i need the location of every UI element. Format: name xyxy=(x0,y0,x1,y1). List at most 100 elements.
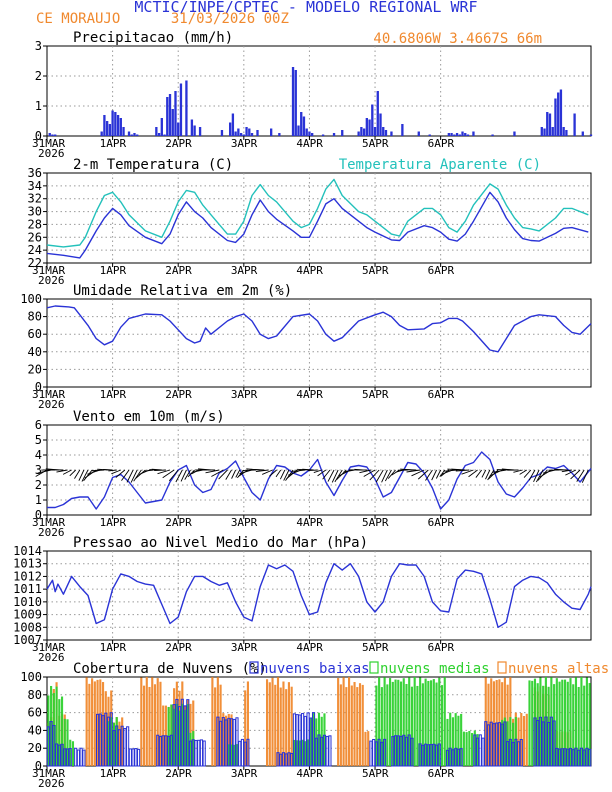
cloud-bar xyxy=(284,753,288,767)
legend-box xyxy=(497,661,507,674)
cloud-bar xyxy=(71,741,75,766)
cloud-bar xyxy=(585,747,589,767)
precip-bar xyxy=(559,89,563,136)
wind-arrow xyxy=(391,469,400,476)
wind-arrow xyxy=(211,469,224,477)
precip-bar xyxy=(179,83,183,136)
cloud-bar xyxy=(465,732,468,766)
cloud-bar xyxy=(552,720,556,767)
cloud-bar xyxy=(410,686,414,766)
precip-bar xyxy=(450,133,453,136)
cloud-bar xyxy=(197,739,201,767)
cloud-bar xyxy=(311,712,316,767)
y-tick-label: 1013 xyxy=(13,557,42,571)
cloud-bar xyxy=(314,737,318,767)
cloud-bar xyxy=(128,748,132,767)
cloud-bar xyxy=(569,678,572,766)
cloud-bar xyxy=(345,687,348,766)
cloud-bar xyxy=(408,677,411,766)
precip-bar xyxy=(48,133,51,136)
cloud-bar xyxy=(191,739,195,767)
cloud-bar xyxy=(544,677,547,766)
cloud-bar xyxy=(229,718,234,767)
panel-rh: 0 20 40 60 80 100 31MAR 1APR 2APR 3APR 4APR 5APR 6AP… xyxy=(20,283,592,411)
precip-bar xyxy=(472,131,475,136)
wind-arrow xyxy=(431,469,437,481)
precip-bar xyxy=(231,113,235,136)
wind-arrow xyxy=(387,469,396,479)
wind-arrow xyxy=(308,469,318,472)
precip-bar xyxy=(130,134,133,136)
wind-arrow xyxy=(69,469,77,477)
x-tick-label: 31MAR xyxy=(32,767,65,780)
wind-arrows xyxy=(35,468,589,483)
legend-apparent-temp: Temperatura Aparente (C) xyxy=(339,157,541,173)
cloud-bar xyxy=(449,712,452,766)
y-tick-label: 2 xyxy=(35,478,42,492)
cloud-bar xyxy=(74,747,78,767)
cloud-bar xyxy=(304,741,307,766)
cloud-bar xyxy=(432,679,435,766)
cloud-bar xyxy=(227,744,230,766)
cloud-bar xyxy=(437,743,441,767)
wind-arrow xyxy=(570,469,581,480)
cloud-bar xyxy=(222,713,225,766)
cloud-bar xyxy=(140,677,143,766)
y-tick-label: 0 xyxy=(35,759,42,773)
precip-bar xyxy=(548,113,552,136)
cloud-bar xyxy=(98,713,102,767)
cloud-bar xyxy=(167,735,171,767)
cloud-bar xyxy=(468,730,471,766)
cloud-bar xyxy=(121,717,124,766)
precip-bar xyxy=(302,116,306,136)
precip-bar xyxy=(384,130,388,136)
wind-arrow xyxy=(513,469,523,473)
cloud-bar xyxy=(279,687,282,766)
cloud-bar xyxy=(202,740,206,767)
cloud-bar xyxy=(451,749,455,767)
cloud-bar xyxy=(298,714,302,767)
cloud-bar xyxy=(224,719,228,767)
precip-bar xyxy=(455,133,459,136)
cloud-bar xyxy=(320,716,323,766)
cloud-bar xyxy=(199,739,204,767)
cloud-bar xyxy=(246,681,249,766)
cloud-bar xyxy=(337,678,340,766)
cloud-bar xyxy=(320,736,324,767)
cloud-bar xyxy=(69,739,72,766)
station-and-run: CE MORAUJO 31/03/2026 00Z xyxy=(36,12,289,27)
cloud-bar xyxy=(137,748,141,767)
wind-arrow xyxy=(406,469,421,473)
plot-frame xyxy=(46,45,592,137)
x-tick-label: 6APR xyxy=(428,264,455,277)
cloud-bar xyxy=(416,685,419,766)
cloud-bar xyxy=(120,725,124,767)
cloud-bar xyxy=(112,722,116,766)
cloud-bar xyxy=(233,744,236,766)
y-tick-label: 80 xyxy=(28,688,42,702)
cloud-bar xyxy=(421,683,424,766)
run-time: 31/03/2026 00Z xyxy=(170,11,289,27)
wind-arrow xyxy=(402,469,417,471)
wind-arrow xyxy=(535,469,544,483)
precip-bar xyxy=(332,133,336,136)
cloud-bar xyxy=(224,715,228,766)
wind-arrow xyxy=(425,469,433,481)
cloud-bar xyxy=(148,686,151,766)
y-tick-label: 20 xyxy=(28,362,42,376)
cloud-bar xyxy=(399,735,403,767)
coordinates: 40.6806W 3.4667S 66m xyxy=(373,31,542,47)
cloud-bar xyxy=(421,744,425,767)
precip-bar xyxy=(185,80,188,136)
cloud-bar xyxy=(402,678,405,766)
cloud-bar xyxy=(126,726,130,767)
cloud-bar xyxy=(169,734,173,767)
cloud-bar xyxy=(585,677,588,766)
cloud-bar xyxy=(353,682,356,766)
cloud-bar xyxy=(434,744,439,767)
cloud-bar xyxy=(486,724,491,767)
cloud-bar xyxy=(454,713,457,766)
precip-bar xyxy=(174,91,177,136)
cloud-bar xyxy=(104,691,107,766)
precip-bar xyxy=(160,118,163,136)
